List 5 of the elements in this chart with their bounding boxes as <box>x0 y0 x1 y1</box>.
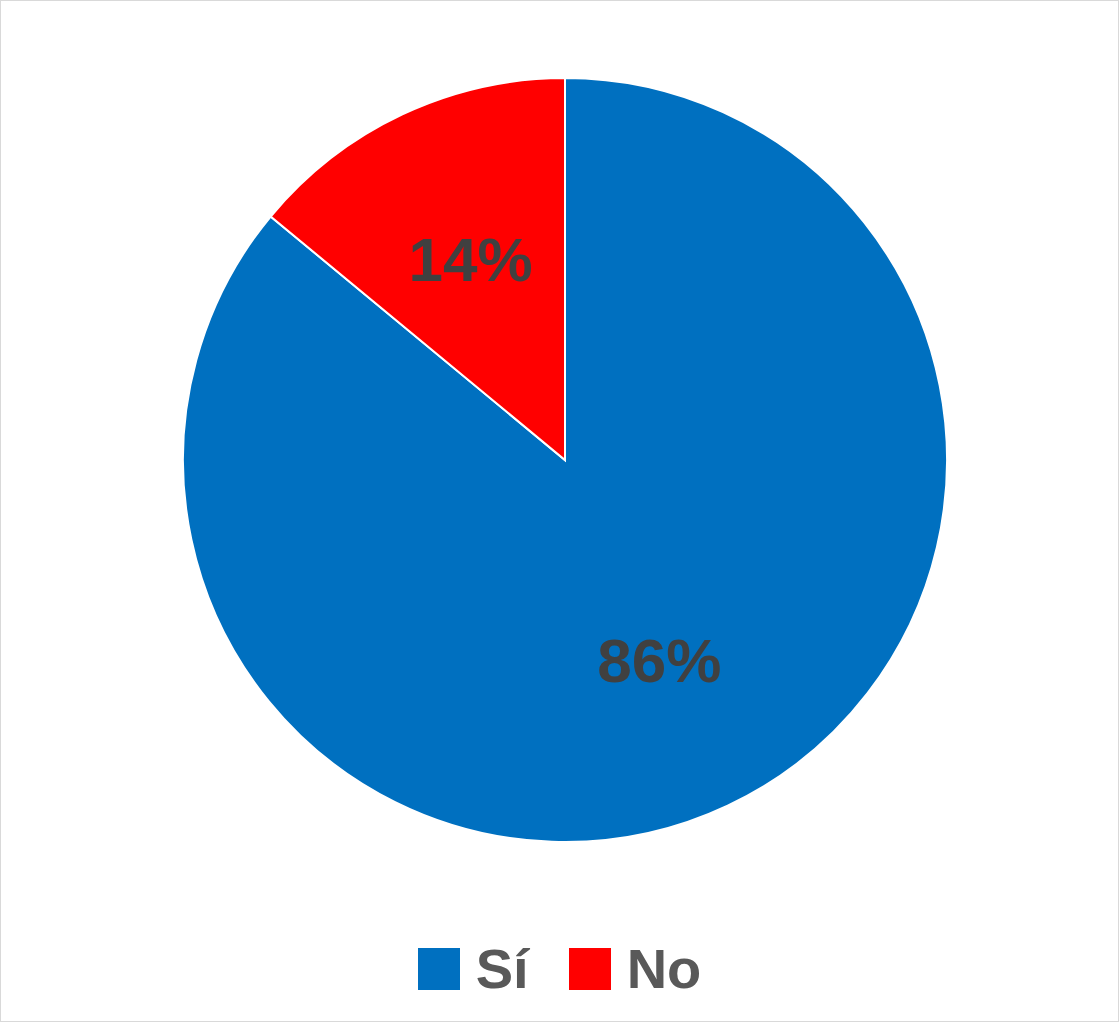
data-label: 86% <box>597 625 722 695</box>
legend-label: No <box>626 936 702 1001</box>
data-label: 14% <box>408 225 533 295</box>
pie-slice <box>182 77 948 843</box>
legend-label: Sí <box>475 936 529 1001</box>
